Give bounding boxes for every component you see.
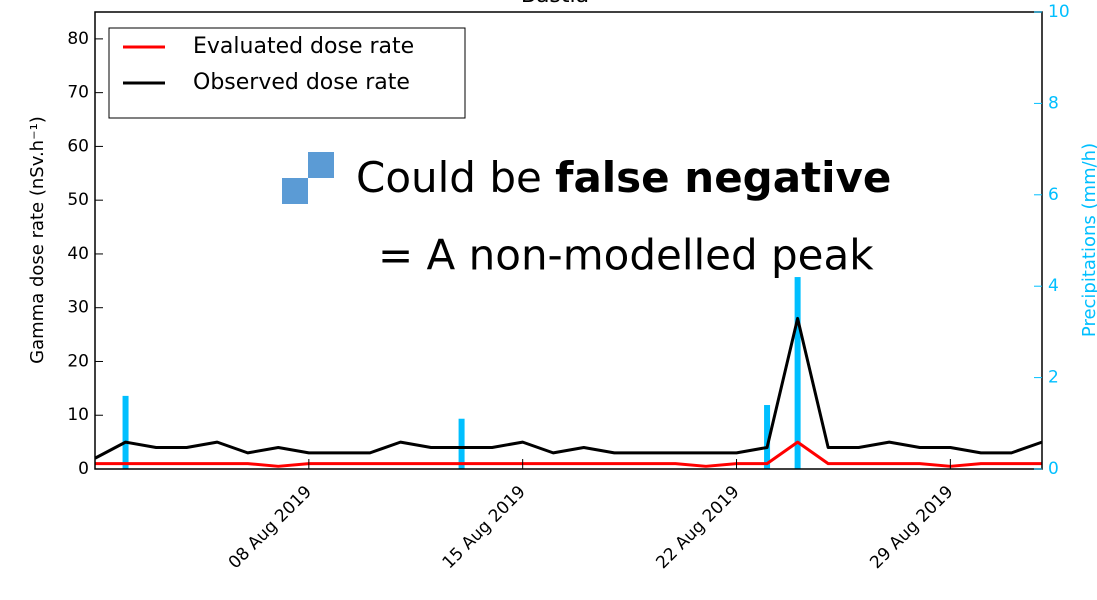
y2-tick-label: 4 — [1048, 276, 1059, 296]
legend-box — [108, 27, 466, 119]
y-tick-label: 10 — [67, 405, 89, 425]
y2-tick-label: 10 — [1048, 2, 1070, 22]
bullet-icon — [308, 152, 334, 178]
x-tick-label: 29 Aug 2019 — [866, 482, 957, 573]
x-tick-label: 08 Aug 2019 — [225, 482, 316, 573]
plot-frame — [94, 11, 1043, 470]
annotation-text: Could be — [356, 153, 555, 202]
y2-axis-label: Precipitations (mm/h) — [1079, 143, 1097, 337]
y-tick-label: 60 — [67, 136, 89, 156]
chart-title: Bastia — [521, 0, 589, 8]
y-tick-label: 70 — [67, 83, 89, 103]
legend: Evaluated dose rate Observed dose rate — [108, 27, 466, 119]
legend-label: Evaluated dose rate — [193, 34, 414, 59]
y-tick-label: 50 — [67, 190, 89, 210]
plot-area — [94, 277, 1043, 469]
precipitation-bar — [794, 277, 801, 469]
y2-tick-label: 0 — [1048, 459, 1059, 479]
bullet-icon — [282, 178, 308, 204]
annotation: = A non-modelled peak — [378, 231, 874, 280]
legend-label: Observed dose rate — [193, 70, 410, 95]
y-axis-label: Gamma dose rate (nSv.h⁻¹) — [27, 116, 48, 364]
y2-tick-label: 6 — [1048, 185, 1059, 205]
line — [95, 440, 1042, 468]
precipitation-bar — [122, 395, 129, 469]
annotation-bold: false negative — [555, 153, 891, 202]
y-tick-label: 20 — [67, 351, 89, 371]
y2-tick-label: 8 — [1048, 93, 1059, 113]
line — [94, 316, 1043, 460]
y-tick-label: 30 — [67, 298, 89, 318]
x-tick-label: 22 Aug 2019 — [652, 482, 743, 573]
precipitation-bar — [764, 405, 771, 469]
annotation: Could be false negative — [356, 153, 891, 202]
y2-tick-label: 2 — [1048, 368, 1059, 388]
y-tick-label: 80 — [67, 29, 89, 49]
precipitation-bar — [458, 418, 465, 469]
x-tick-label: 15 Aug 2019 — [439, 482, 530, 573]
y-tick-label: 0 — [78, 459, 89, 479]
y-tick-label: 40 — [67, 244, 89, 264]
